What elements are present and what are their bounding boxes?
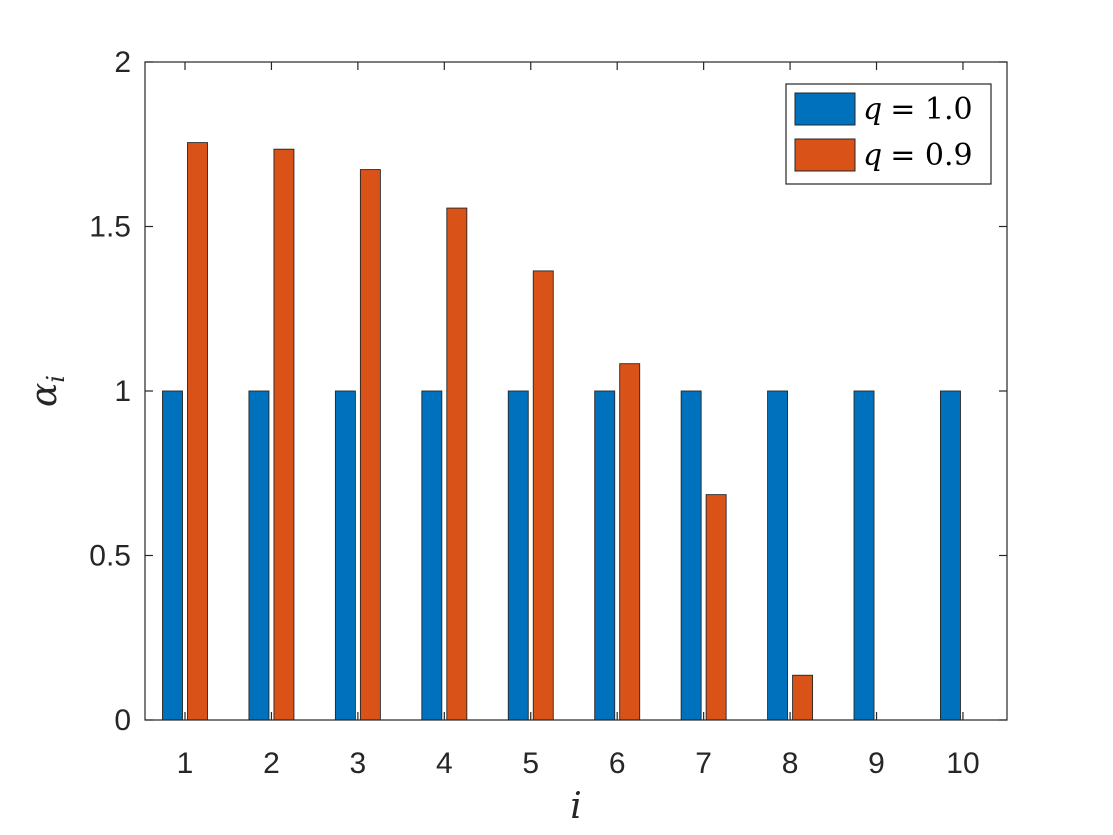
- x-tick-label-6: 6: [609, 747, 626, 780]
- y-axis-label-subscript: i: [42, 375, 70, 383]
- x-tick-label-5: 5: [522, 747, 539, 780]
- legend: q = 1.0 q = 0.9: [785, 83, 992, 185]
- legend-swatch-q-0-9: [794, 138, 856, 172]
- legend-label-q-0-9-eq: = 0.9: [890, 138, 972, 173]
- x-axis-label: i: [570, 786, 582, 827]
- legend-label-q-1-0-var: q: [863, 92, 882, 127]
- bar-series-1-5: [507, 390, 529, 721]
- bar-series-1-1: [162, 390, 183, 721]
- x-tick-label-4: 4: [436, 747, 453, 780]
- bar-series-2-1: [187, 142, 208, 721]
- y-tick-label-1.5: 1.5: [89, 211, 131, 244]
- x-tick-label-1: 1: [177, 747, 194, 780]
- y-tick-label-1: 1: [114, 375, 131, 408]
- bars-layer: [162, 142, 961, 721]
- x-tick-label-8: 8: [782, 747, 799, 780]
- bar-series-2-4: [446, 207, 468, 721]
- y-axis-label-main: α: [24, 383, 65, 407]
- bar-series-1-4: [421, 390, 443, 721]
- tick-labels-layer: 1 2 3 4 5 6 7 8 9 10 0 0.5 1 1.5 2: [89, 46, 979, 780]
- bar-series-2-5: [532, 270, 554, 721]
- bar-series-2-7: [705, 494, 727, 721]
- y-tick-label-0.5: 0.5: [89, 540, 131, 573]
- bar-series-2-3: [359, 169, 381, 721]
- ticks-layer: [145, 61, 1007, 721]
- legend-label-q-1-0-eq: = 1.0: [890, 92, 972, 127]
- x-tick-label-7: 7: [695, 747, 712, 780]
- x-tick-label-9: 9: [868, 747, 885, 780]
- y-tick-label-0: 0: [114, 704, 131, 737]
- axes-box: [144, 61, 1008, 721]
- bar-series-1-9: [853, 390, 875, 721]
- bar-series-1-10: [940, 390, 961, 721]
- y-axis-label: αi: [24, 375, 70, 407]
- x-tick-label-2: 2: [263, 747, 280, 780]
- legend-label-q-1-0: q = 1.0: [863, 92, 973, 127]
- legend-label-q-0-9: q = 0.9: [863, 138, 973, 173]
- x-tick-label-3: 3: [350, 747, 367, 780]
- x-tick-label-10: 10: [946, 747, 979, 780]
- bar-series-1-8: [767, 390, 789, 721]
- bar-series-1-7: [680, 390, 702, 721]
- legend-label-q-0-9-var: q: [863, 138, 882, 173]
- y-tick-label-2: 2: [114, 46, 131, 79]
- bar-series-1-3: [334, 390, 356, 721]
- legend-swatch-q-1-0: [794, 92, 856, 126]
- bar-series-2-2: [273, 148, 295, 721]
- bar-series-2-8: [792, 674, 814, 721]
- bar-series-1-2: [248, 390, 270, 721]
- bar-series-2-6: [619, 363, 641, 721]
- bar-series-1-6: [594, 390, 616, 721]
